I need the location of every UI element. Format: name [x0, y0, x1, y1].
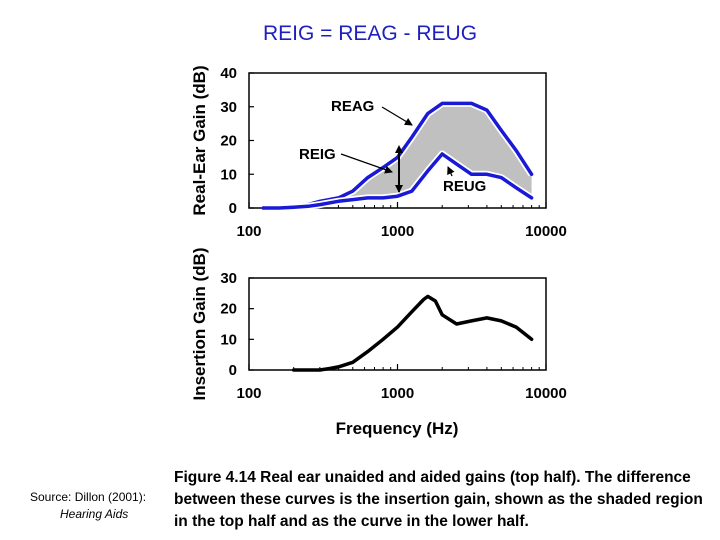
annotation-reig-pointer [340, 153, 393, 174]
y-tick-label: 30 [220, 270, 237, 287]
source-citation: Source: Dillon (2001): Hearing Aids [30, 489, 172, 523]
figure-caption: Figure 4.14 Real ear unaided and aided g… [174, 467, 714, 533]
y-tick-label: 10 [220, 166, 237, 183]
x-tick-label: 1000 [381, 223, 414, 240]
caption-text: Real ear unaided and aided gains (top ha… [174, 469, 703, 530]
x-tick-label: 1000 [381, 385, 414, 402]
bottom-chart: 0 10 20 30 100 1000 10000 Insertion Gain (dB) Fr… [190, 248, 567, 439]
x-tick-label: 100 [236, 223, 261, 240]
y-axis-label: Real-Ear Gain (dB) [190, 65, 209, 215]
source-prefix: Source: Dillon (2001): [30, 490, 147, 504]
reig-shaded-region [263, 103, 532, 208]
y-tick-label: 20 [220, 301, 237, 318]
y-tick-label: 0 [229, 200, 237, 217]
y-tick-label: 10 [220, 331, 237, 348]
caption-label: Figure 4.14 [174, 469, 256, 486]
top-chart: 0 10 20 30 40 100 1000 10000 Real-Ear Gain (dB) R… [190, 65, 567, 240]
plot-frame [248, 277, 547, 371]
y-tick-label: 0 [229, 362, 237, 379]
x-axis-label: Frequency (Hz) [336, 419, 459, 438]
annotation-reag-pointer [381, 106, 413, 126]
y-tick-label: 20 [220, 133, 237, 150]
annotation-reag: REAG [331, 98, 374, 115]
x-tick-label: 10000 [525, 385, 567, 402]
y-tick-label: 30 [220, 99, 237, 116]
source-book-title: Hearing Aids [60, 507, 129, 521]
series-line-reug [261, 152, 534, 210]
series-line-insertion-gain [291, 294, 534, 372]
annotation-reig: REIG [299, 146, 336, 163]
annotation-reug-pointer [447, 166, 455, 177]
x-tick-label: 100 [236, 385, 261, 402]
y-tick-label: 40 [220, 65, 237, 82]
slide-title: REIG = REAG - REUG [262, 22, 478, 45]
annotation-reug: REUG [443, 178, 486, 195]
y-axis-label: Insertion Gain (dB) [190, 248, 209, 401]
x-tick-label: 10000 [525, 223, 567, 240]
